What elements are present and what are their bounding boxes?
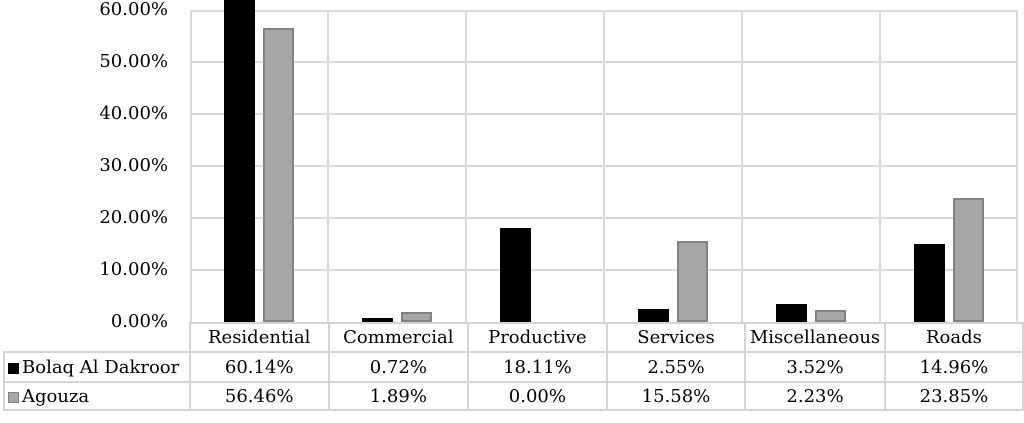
bar-bolaq-al-dakroor-residential	[224, 0, 255, 322]
bar-bolaq-al-dakroor-roads	[914, 244, 945, 322]
series-name-label: Agouza	[22, 385, 90, 407]
value-cell: 2.23%	[744, 381, 886, 411]
bar-bolaq-al-dakroor-services	[638, 309, 669, 322]
value-cell: 18.11%	[466, 351, 608, 383]
category-separator	[879, 10, 881, 322]
ytick-label: 50.00%	[99, 51, 168, 72]
category-cell: Miscellaneous	[744, 322, 886, 353]
ytick-label: 40.00%	[99, 103, 168, 124]
ytick-label: 20.00%	[99, 207, 168, 228]
bar-agouza-miscellaneous	[815, 310, 846, 322]
bar-agouza-roads	[953, 198, 984, 322]
value-cell: 3.52%	[744, 351, 886, 383]
series-name-cell: Agouza	[3, 381, 191, 411]
category-separator	[465, 10, 467, 322]
legend-key-icon	[8, 391, 19, 403]
bar-agouza-commercial	[401, 312, 432, 322]
value-cell: 1.89%	[327, 381, 469, 411]
bar-agouza-services	[677, 241, 708, 322]
category-separator	[327, 10, 329, 322]
value-cell: 23.85%	[883, 381, 1024, 411]
table-row: Bolaq Al Dakroor 60.14% 0.72% 18.11% 2.55% 3.…	[3, 351, 1024, 383]
value-cell: 0.72%	[327, 351, 469, 383]
table-corner-spacer	[4, 323, 190, 352]
value-cell: 14.96%	[883, 351, 1024, 383]
value-cell: 2.55%	[605, 351, 747, 383]
ytick-label: 60.00%	[99, 0, 168, 20]
series-name-label: Bolaq Al Dakroor	[22, 356, 180, 378]
value-cell: 15.58%	[605, 381, 747, 411]
category-label-row: Residential Commercial Productive Services M…	[4, 322, 1024, 353]
ytick-label: 30.00%	[99, 155, 168, 176]
data-table-wrap: Residential Commercial Productive Services M…	[3, 322, 1024, 411]
bar-bolaq-al-dakroor-commercial	[362, 318, 393, 322]
series-name-cell: Bolaq Al Dakroor	[3, 351, 191, 383]
category-separator	[741, 10, 743, 322]
value-cell: 0.00%	[466, 381, 608, 411]
category-cell: Residential	[188, 322, 330, 353]
plot-left-border	[190, 10, 192, 322]
plot-right-border	[1016, 10, 1018, 322]
value-cell: 60.14%	[188, 351, 330, 383]
value-cell: 56.46%	[188, 381, 330, 411]
category-cell: Services	[605, 322, 747, 353]
category-cell: Roads	[883, 322, 1024, 353]
table-row: Agouza 56.46% 1.89% 0.00% 15.58% 2.23% 23.85%	[3, 381, 1024, 411]
plot-area	[190, 0, 1018, 322]
ytick-label: 10.00%	[99, 259, 168, 280]
category-cell: Productive	[466, 322, 608, 353]
category-separator	[603, 10, 605, 322]
ytick-label: 0.00%	[110, 311, 168, 332]
legend-key-icon	[8, 362, 19, 374]
data-table: Residential Commercial Productive Services M…	[3, 322, 1024, 411]
bar-agouza-residential	[263, 28, 294, 322]
bar-bolaq-al-dakroor-miscellaneous	[776, 304, 807, 322]
category-cell: Commercial	[327, 322, 469, 353]
bar-bolaq-al-dakroor-productive	[500, 228, 531, 322]
